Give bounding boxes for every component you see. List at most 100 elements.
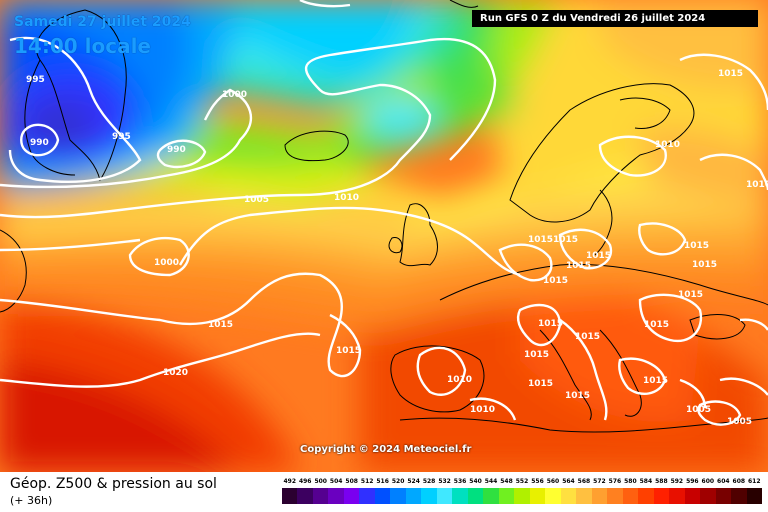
legend-swatch — [297, 488, 313, 504]
isobar-label-1015-c: 1015 — [718, 69, 743, 79]
isobar-label-1015-e: 1015 — [553, 235, 578, 245]
isobar-label-1000-a: 1000 — [222, 90, 247, 100]
legend-swatch — [576, 488, 592, 504]
isobar-label-1015-g: 1015 — [566, 261, 591, 271]
legend-swatch — [715, 488, 732, 504]
isobar-label-1005-b: 1005 — [686, 405, 711, 415]
legend-value: 560 — [546, 478, 560, 485]
isobar-label-995-b: 995 — [112, 132, 131, 142]
legend-swatch — [653, 488, 670, 504]
isobar-label-1020-a: 1020 — [163, 368, 188, 378]
legend-value: 540 — [469, 478, 482, 485]
legend-value: 600 — [701, 478, 715, 485]
legend-swatch — [328, 488, 344, 504]
copyright-notice: Copyright © 2024 Meteociel.fr — [300, 444, 472, 455]
legend-swatch — [405, 488, 422, 504]
legend-value: 612 — [748, 478, 761, 485]
legend-value: 548 — [500, 478, 513, 485]
legend-value: 592 — [670, 478, 684, 485]
forecast-date: Samedi 27 juillet 2024 — [14, 14, 191, 30]
isobar-label-1015-j: 1015 — [692, 260, 717, 270]
isobar-label-990-a: 990 — [30, 138, 49, 148]
forecast-lead-time: (+ 36h) — [10, 494, 53, 507]
legend-value: 580 — [624, 478, 637, 485]
model-run-banner: Run GFS 0 Z du Vendredi 26 juillet 2024 — [472, 10, 758, 27]
legend-swatch — [529, 488, 546, 504]
legend-swatch — [436, 488, 453, 504]
legend-swatch — [343, 488, 360, 504]
legend-swatch — [498, 488, 515, 504]
legend-value: 596 — [686, 478, 699, 485]
coastlines — [0, 0, 768, 433]
legend-value: 568 — [577, 478, 591, 485]
legend-swatch — [483, 488, 499, 504]
legend-value: 576 — [608, 478, 622, 485]
legend-swatch — [669, 488, 685, 504]
isobar-label-1000-b: 1000 — [154, 258, 179, 268]
isobar-label-1015-i: 1015 — [684, 241, 709, 251]
isobar-label-1010-e: 1010 — [470, 405, 495, 415]
legend-swatch — [638, 488, 654, 504]
legend-value: 496 — [298, 478, 312, 485]
isobar-label-1015-d: 1015 — [528, 235, 553, 245]
legend-value: 516 — [376, 478, 389, 485]
legend-value: 556 — [531, 478, 544, 485]
isobar-label-1015-k: 1015 — [538, 319, 563, 329]
legend-swatch — [374, 488, 391, 504]
map-title: Géop. Z500 & pression au sol — [10, 476, 217, 492]
legend-swatch — [746, 488, 763, 504]
geopotential-map: 995 995 990 990 1000 1000 1005 1010 1015… — [0, 0, 768, 472]
legend-value: 564 — [562, 478, 575, 485]
forecast-time: 14:00 locale — [14, 34, 151, 58]
legend-swatch — [591, 488, 608, 504]
isobar-label-1015-r: 1015 — [678, 290, 703, 300]
legend-value: 544 — [484, 478, 498, 485]
legend-value: 524 — [407, 478, 420, 485]
isobar-label-1010-a: 1010 — [334, 193, 359, 203]
isobar-label-1015-l: 1015 — [575, 332, 600, 342]
legend-value: 528 — [422, 478, 436, 485]
legend-swatch — [607, 488, 623, 504]
isobar-labels: 995 995 990 990 1000 1000 1005 1010 1015… — [26, 69, 768, 427]
isobar-label-1015-n: 1015 — [528, 379, 553, 389]
legend-value: 500 — [314, 478, 327, 485]
isobar-label-1010-d: 1010 — [447, 375, 472, 385]
legend-swatch — [560, 488, 577, 504]
color-scale-swatches — [282, 488, 763, 504]
legend-bar: Géop. Z500 & pression au sol (+ 36h) 492… — [0, 472, 768, 512]
isobar-label-1015-f: 1015 — [586, 251, 611, 261]
isobars — [0, 0, 768, 426]
legend-value: 532 — [438, 478, 451, 485]
legend-swatch — [390, 488, 406, 504]
isobar-label-1015-m: 1015 — [524, 350, 549, 360]
legend-swatch — [514, 488, 530, 504]
isobar-label-1005-a: 1005 — [244, 195, 269, 205]
legend-swatch — [622, 488, 639, 504]
legend-value: 512 — [360, 478, 374, 485]
legend-value: 584 — [639, 478, 653, 485]
isobar-label-1015-b: 1015 — [336, 346, 361, 356]
legend-swatch — [700, 488, 716, 504]
legend-value: 588 — [655, 478, 668, 485]
legend-value: 492 — [283, 478, 296, 485]
legend-value: 604 — [717, 478, 730, 485]
z500-color-field — [0, 0, 768, 472]
isobar-label-1005-c: 1005 — [727, 417, 752, 427]
isobar-label-1015-o: 1015 — [565, 391, 590, 401]
legend-swatch — [731, 488, 747, 504]
legend-value: 536 — [453, 478, 467, 485]
legend-swatch — [684, 488, 701, 504]
isobar-label-1015-h: 1015 — [543, 276, 568, 286]
legend-swatch — [467, 488, 484, 504]
isobar-label-995-a: 995 — [26, 75, 45, 85]
legend-value: 552 — [515, 478, 529, 485]
legend-value: 608 — [732, 478, 746, 485]
legend-value: 572 — [593, 478, 606, 485]
isobar-label-1010-c: 1010 — [746, 180, 768, 190]
legend-swatch — [312, 488, 329, 504]
legend-value: 508 — [345, 478, 358, 485]
legend-swatch — [359, 488, 375, 504]
legend-swatch — [545, 488, 561, 504]
isobar-label-1015-q: 1015 — [643, 376, 668, 386]
